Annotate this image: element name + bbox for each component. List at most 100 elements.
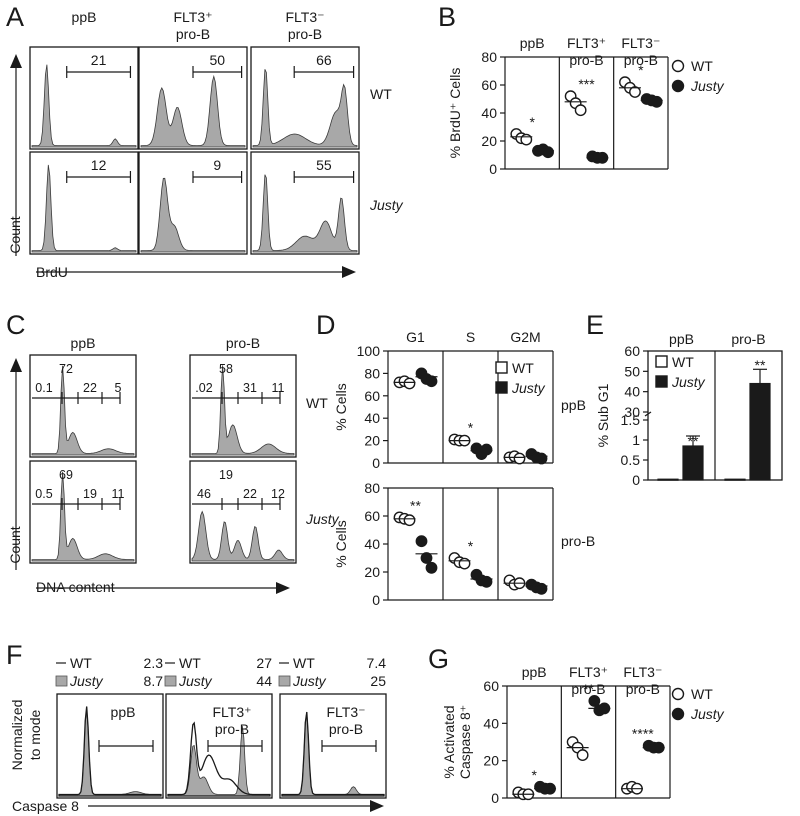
a-column-header-1-line-0: FLT3⁺ xyxy=(173,9,212,25)
a-histogram-r0-c2 xyxy=(252,69,358,148)
f-legend-wt-label-2: WT xyxy=(293,655,315,671)
b-point-wt-g1-2 xyxy=(574,104,587,117)
d-top-y-axis-label-0: % Cells xyxy=(333,383,349,430)
f-panel-name-2-line-1: pro-B xyxy=(329,721,363,737)
g-group-label-2-line-0: FLT3⁻ xyxy=(623,664,662,680)
b-legend-label-1: Justy xyxy=(690,78,725,94)
e-y-tick-label-6: 50 xyxy=(624,363,640,379)
f-legend-justy-label-0: Justy xyxy=(69,673,104,689)
d-bottom-significance-1: * xyxy=(468,538,474,554)
a-column-header-1-line-1: pro-B xyxy=(176,26,210,42)
c-plot-box-r1-c1 xyxy=(189,460,297,564)
a-gate-value-r1-c0: 12 xyxy=(91,157,107,173)
c-histogram-r1-c0 xyxy=(31,471,135,562)
a-plot-box-r0-c2 xyxy=(250,46,360,150)
d-top-group-label-1-line-0: S xyxy=(466,329,475,345)
b-y-tick-label-0: 0 xyxy=(489,161,497,177)
d-top-y-tick-label-0: 0 xyxy=(372,455,380,471)
d-top-point-wt-g0-2 xyxy=(403,377,416,390)
c-gate-value-r1-c1-3: 12 xyxy=(271,487,285,501)
c-column-header-0: ppB xyxy=(71,335,96,351)
g-legend-label-0: WT xyxy=(691,686,713,702)
c-y-axis-label: Count xyxy=(7,526,23,563)
b-group-label-2-line-0: FLT3⁻ xyxy=(621,35,660,51)
e-y-tick-label-3: 1.5 xyxy=(621,412,641,428)
panel-letter-b: B xyxy=(438,2,456,32)
c-row-label-1: Justy xyxy=(305,511,340,527)
c-gate-value-r1-c0-2: 19 xyxy=(83,487,97,501)
b-point-wt-g2-2 xyxy=(629,86,641,98)
c-plot-box-r1-c0 xyxy=(29,460,137,564)
b-legend-marker-1 xyxy=(671,79,685,93)
d-legend-label-1: Justy xyxy=(511,380,546,396)
d-bottom-point-justy-g1-2 xyxy=(480,575,493,588)
b-point-justy-g2-2 xyxy=(650,95,663,108)
panel-letter-a: A xyxy=(6,2,24,32)
a-plot-box-r1-c1 xyxy=(138,151,248,255)
f-x-axis-label: Caspase 8 xyxy=(12,798,79,814)
a-gate-value-r1-c1: 9 xyxy=(213,157,221,173)
d-legend-label-0: WT xyxy=(512,360,534,376)
panel-e: 0 0.5 1 1.530 40 50 60 % Sub G1 ppB ** pro-B ** WT Ju… xyxy=(595,331,783,488)
e-legend-marker-0 xyxy=(655,355,668,368)
b-group-label-1-line-0: FLT3⁺ xyxy=(567,35,606,51)
a-gate-value-r1-c2: 55 xyxy=(316,157,332,173)
g-y-axis-label-0: % Activated xyxy=(441,705,457,778)
d-bottom-point-justy-g2-2 xyxy=(535,582,548,595)
g-group-label-1-line-0: FLT3⁺ xyxy=(569,664,608,680)
e-legend-marker-1 xyxy=(655,375,668,388)
g-legend-marker-0 xyxy=(671,687,685,701)
a-histogram-r1-c2 xyxy=(252,174,358,253)
d-bottom-y-axis-label-0: % Cells xyxy=(333,520,349,567)
panel-letter-d: D xyxy=(316,310,336,340)
d-top-group-label-0-line-0: G1 xyxy=(406,329,425,345)
d-top-y-tick-label-3: 60 xyxy=(364,388,380,404)
d-bottom-row-label: pro-B xyxy=(561,533,595,549)
d-top-point-wt-g2-2 xyxy=(513,452,526,465)
f-y-axis-label-1: to mode xyxy=(27,709,43,760)
e-bar-justy-g1 xyxy=(749,382,771,481)
d-bottom-point-justy-g0-2 xyxy=(425,561,438,574)
b-y-axis-label-0: % BrdU⁺ Cells xyxy=(447,68,463,159)
a-histogram-r1-c1 xyxy=(140,177,246,253)
e-bar-wt-g1 xyxy=(724,478,746,481)
a-gate-value-r0-c1: 50 xyxy=(210,52,226,68)
f-histogram-justy-0 xyxy=(58,708,162,797)
d-bottom-y-tick-label-2: 40 xyxy=(364,536,380,552)
d-bottom-point-wt-g0-2 xyxy=(403,514,416,527)
c-gate-value-r0-c0-3: 5 xyxy=(115,381,122,395)
f-y-axis-label-0: Normalized xyxy=(9,700,25,771)
g-legend-label-1: Justy xyxy=(690,706,725,722)
f-histogram-wt-0 xyxy=(58,706,162,797)
c-gate-value-r0-c1-2: 31 xyxy=(243,381,257,395)
d-top-point-justy-g0-2 xyxy=(425,375,438,388)
a-column-header-0-line-0: ppB xyxy=(72,9,97,25)
g-y-tick-label-3: 60 xyxy=(483,678,499,694)
g-point-justy-g1-0 xyxy=(588,695,601,707)
f-plot-box-2 xyxy=(279,693,387,799)
c-plot-box-r0-c0 xyxy=(29,354,137,458)
b-group-label-1-line-1: pro-B xyxy=(569,52,603,68)
e-legend-label-0: WT xyxy=(672,354,694,370)
c-column-header-1: pro-B xyxy=(226,335,260,351)
c-x-axis-arrow-head xyxy=(276,582,290,594)
g-y-axis-label-1: Caspase 8⁺ xyxy=(457,705,473,779)
g-group-label-0-line-0: ppB xyxy=(522,664,547,680)
f-legend-wt-label-0: WT xyxy=(70,655,92,671)
f-histogram-wt-2 xyxy=(281,711,385,797)
d-bottom-point-wt-g1-2 xyxy=(458,557,471,570)
e-legend-label-1: Justy xyxy=(671,374,706,390)
f-histogram-wt-1 xyxy=(167,721,271,797)
e-group-label-0: ppB xyxy=(669,331,694,347)
c-histogram-r1-c1 xyxy=(191,510,295,562)
d-top-point-justy-g2-2 xyxy=(535,452,548,465)
d-legend-marker-1 xyxy=(495,381,508,394)
a-gate-value-r0-c0: 21 xyxy=(91,52,107,68)
d-top-y-tick-label-1: 20 xyxy=(364,433,380,449)
a-column-header-2-line-0: FLT3⁻ xyxy=(285,9,324,25)
f-plot-box-1 xyxy=(165,693,273,799)
e-y-tick-label-4: 30 xyxy=(624,404,640,420)
c-histogram-r0-c0 xyxy=(31,365,135,456)
b-significance-1: *** xyxy=(578,76,595,92)
